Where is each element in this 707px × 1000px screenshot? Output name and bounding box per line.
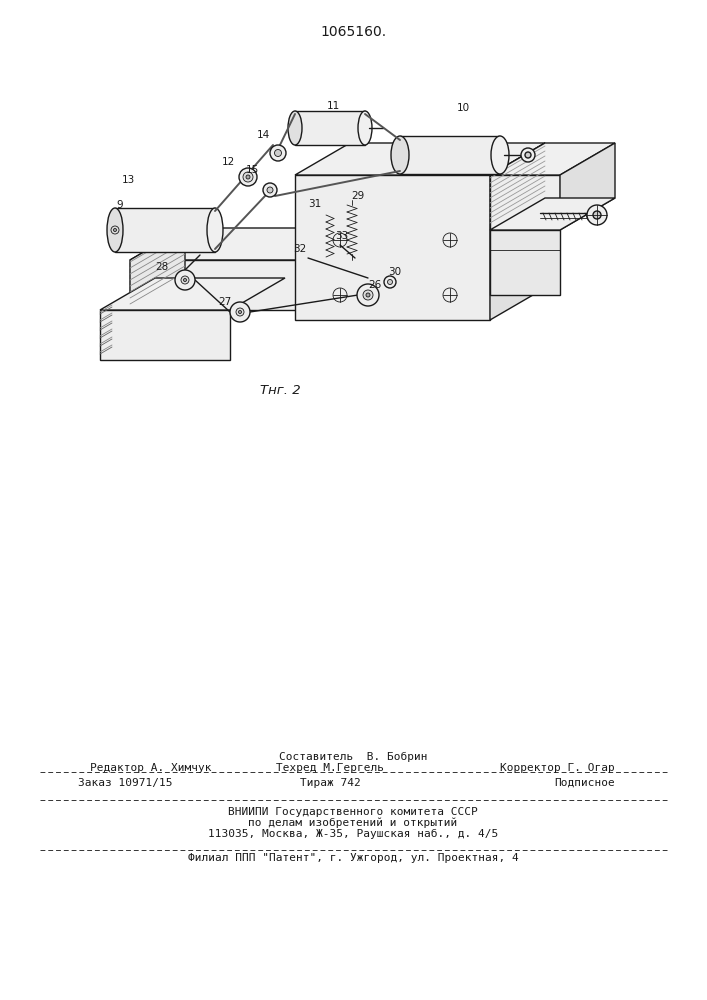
Polygon shape bbox=[560, 143, 615, 230]
Text: 13: 13 bbox=[122, 175, 134, 185]
Text: Техред М.Гергель: Техред М.Гергель bbox=[276, 763, 384, 773]
Polygon shape bbox=[295, 175, 490, 320]
Text: 27: 27 bbox=[218, 297, 232, 307]
Text: 9: 9 bbox=[117, 200, 123, 210]
Text: Филиал ППП "Патент", г. Ужгород, ул. Проектная, 4: Филиал ППП "Патент", г. Ужгород, ул. Про… bbox=[187, 853, 518, 863]
Polygon shape bbox=[100, 278, 285, 310]
Polygon shape bbox=[130, 228, 185, 310]
Ellipse shape bbox=[363, 290, 373, 300]
Text: Составитель  В. Бобрин: Составитель В. Бобрин bbox=[279, 752, 427, 762]
Text: Корректор Г. Огар: Корректор Г. Огар bbox=[501, 763, 615, 773]
Text: 28: 28 bbox=[156, 262, 169, 272]
Polygon shape bbox=[130, 228, 445, 260]
Ellipse shape bbox=[357, 284, 379, 306]
Ellipse shape bbox=[333, 233, 347, 247]
Ellipse shape bbox=[246, 175, 250, 179]
Text: 33: 33 bbox=[335, 231, 349, 241]
Polygon shape bbox=[295, 143, 545, 175]
Ellipse shape bbox=[587, 205, 607, 225]
Ellipse shape bbox=[236, 308, 244, 316]
Ellipse shape bbox=[525, 152, 531, 158]
Polygon shape bbox=[295, 111, 365, 145]
Ellipse shape bbox=[230, 302, 250, 322]
Polygon shape bbox=[490, 230, 560, 295]
Ellipse shape bbox=[491, 136, 509, 174]
Polygon shape bbox=[100, 310, 230, 360]
Polygon shape bbox=[115, 208, 215, 252]
Text: Тираж 742: Тираж 742 bbox=[300, 778, 361, 788]
Ellipse shape bbox=[181, 276, 189, 284]
Ellipse shape bbox=[443, 288, 457, 302]
Text: 32: 32 bbox=[293, 244, 307, 254]
Polygon shape bbox=[490, 143, 545, 320]
Ellipse shape bbox=[238, 310, 242, 314]
Text: Редактор А. Химчук: Редактор А. Химчук bbox=[90, 763, 211, 773]
Polygon shape bbox=[130, 260, 390, 310]
Ellipse shape bbox=[333, 288, 347, 302]
Ellipse shape bbox=[384, 276, 396, 288]
Polygon shape bbox=[490, 175, 560, 230]
Ellipse shape bbox=[207, 208, 223, 252]
Ellipse shape bbox=[267, 187, 273, 193]
Text: 10: 10 bbox=[457, 103, 469, 113]
Ellipse shape bbox=[175, 270, 195, 290]
Ellipse shape bbox=[107, 208, 123, 252]
Text: 11: 11 bbox=[327, 101, 339, 111]
Ellipse shape bbox=[521, 148, 535, 162]
Ellipse shape bbox=[593, 211, 601, 219]
Text: 1065160.: 1065160. bbox=[320, 25, 386, 39]
Text: 113035, Москва, Ж-35, Раушская наб., д. 4/5: 113035, Москва, Ж-35, Раушская наб., д. … bbox=[208, 829, 498, 839]
Text: Τнг. 2: Τнг. 2 bbox=[259, 383, 300, 396]
Ellipse shape bbox=[184, 278, 187, 282]
Text: 15: 15 bbox=[245, 165, 259, 175]
Ellipse shape bbox=[366, 293, 370, 297]
Ellipse shape bbox=[387, 279, 392, 284]
Ellipse shape bbox=[288, 111, 302, 145]
Ellipse shape bbox=[239, 168, 257, 186]
Ellipse shape bbox=[243, 172, 253, 182]
Text: 30: 30 bbox=[388, 267, 402, 277]
Polygon shape bbox=[490, 143, 615, 175]
Polygon shape bbox=[400, 136, 500, 174]
Text: по делам изобретений и открытий: по делам изобретений и открытий bbox=[248, 818, 457, 828]
Polygon shape bbox=[490, 198, 615, 230]
Text: ВНИИПИ Государственного комитета СССР: ВНИИПИ Государственного комитета СССР bbox=[228, 807, 478, 817]
Ellipse shape bbox=[274, 149, 281, 156]
Text: Подписное: Подписное bbox=[554, 778, 615, 788]
Ellipse shape bbox=[443, 233, 457, 247]
Text: 29: 29 bbox=[351, 191, 365, 201]
Ellipse shape bbox=[358, 111, 372, 145]
Text: 14: 14 bbox=[257, 130, 269, 140]
Ellipse shape bbox=[114, 229, 117, 232]
Ellipse shape bbox=[111, 226, 119, 234]
Ellipse shape bbox=[270, 145, 286, 161]
Text: 31: 31 bbox=[308, 199, 322, 209]
Ellipse shape bbox=[263, 183, 277, 197]
Ellipse shape bbox=[391, 136, 409, 174]
Text: 12: 12 bbox=[221, 157, 235, 167]
Text: 26: 26 bbox=[368, 280, 382, 290]
Text: Заказ 10971/15: Заказ 10971/15 bbox=[78, 778, 173, 788]
